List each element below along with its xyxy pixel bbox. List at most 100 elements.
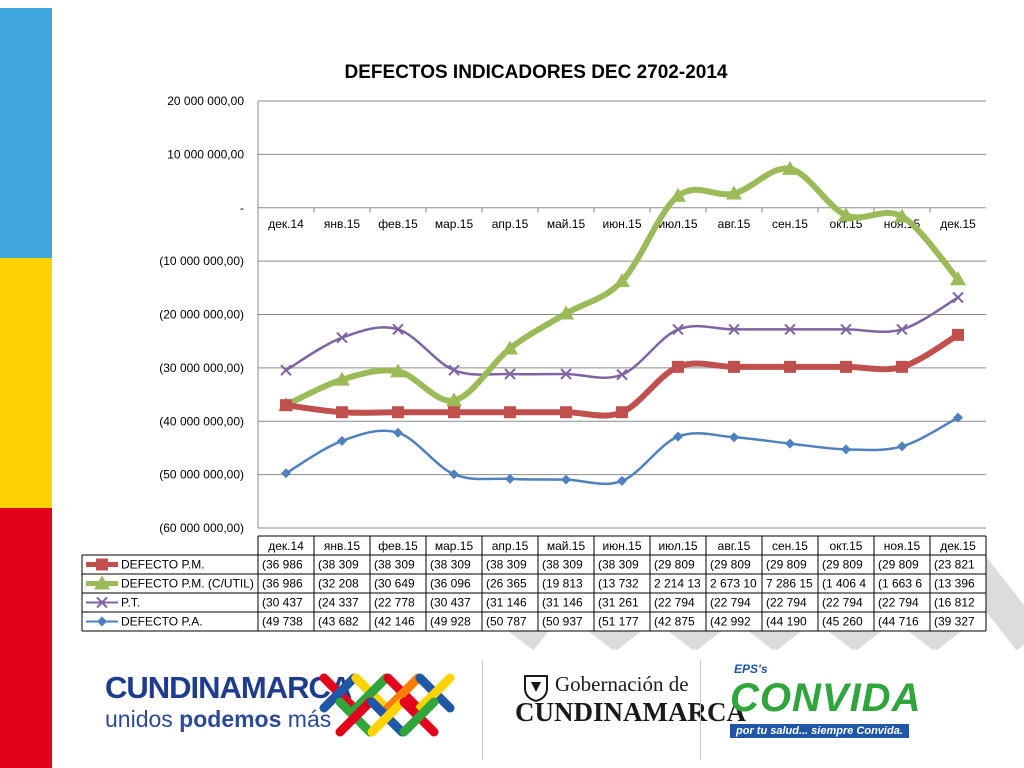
table-cell: (32 208 [318, 577, 359, 591]
table-cell: (31 261 [598, 596, 639, 610]
table-cell: (38 309 [486, 558, 527, 572]
y-tick-label: 20 000 000,00 [167, 94, 244, 108]
table-header-cell: ноя.15 [884, 539, 921, 553]
x-tick-label: дек.15 [940, 217, 976, 231]
y-tick-label: (30 000 000,00) [159, 361, 244, 375]
slogan-word-2: podemos [179, 706, 282, 732]
table-cell: 2 673 10 [710, 577, 757, 591]
table-cell: (13 732 [598, 577, 639, 591]
x-tick-label: сен.15 [772, 217, 808, 231]
data-point [897, 441, 907, 452]
y-tick-label: (50 000 000,00) [159, 468, 244, 482]
data-point [896, 360, 908, 373]
data-point [337, 435, 347, 446]
table-cell: (50 937 [542, 615, 583, 629]
x-tick-label: дек.14 [268, 217, 304, 231]
table-cell: (38 309 [374, 558, 415, 572]
data-point [840, 360, 852, 373]
data-point [729, 432, 739, 443]
table-cell: (19 813 [542, 577, 583, 591]
table-cell: 7 286 15 [766, 577, 813, 591]
cundinamarca-wordmark: CUNDINAMARCA [105, 670, 352, 705]
x-tick-label: май.15 [547, 217, 586, 231]
table-cell: (26 365 [486, 577, 527, 591]
convida-wordmark: CONVIDA [730, 676, 922, 720]
table-cell: (1 663 6 [878, 577, 922, 591]
table-cell: (16 812 [934, 596, 975, 610]
series-markers [278, 160, 966, 486]
legend-key-marker [96, 596, 108, 609]
table-header-cell: дек.14 [268, 539, 304, 553]
colorful-x-pattern-logo [319, 673, 455, 737]
table-cell: 2 214 13 [654, 577, 701, 591]
data-point [673, 431, 683, 442]
table-cell: (42 992 [710, 615, 751, 629]
slogan-word-1: unidos [105, 706, 173, 732]
table-header-cell: дек.15 [940, 539, 976, 553]
table-cell: (22 794 [766, 596, 807, 610]
legend-label: DEFECTO P.A. [121, 615, 203, 629]
gobernacion-line-2: CUNDINAMARCA [515, 697, 746, 727]
legend-key-marker [94, 575, 110, 590]
table-cell: (22 794 [654, 596, 695, 610]
data-point [616, 406, 628, 419]
table-cell: (36 986 [262, 558, 303, 572]
x-tick-label: мар.15 [435, 217, 474, 231]
data-point [336, 331, 348, 344]
data-point [670, 187, 686, 202]
data-point [726, 185, 742, 200]
x-tick-label: апр.15 [492, 217, 529, 231]
y-tick-label: 10 000 000,00 [167, 147, 244, 161]
data-point [672, 323, 684, 336]
data-point [558, 305, 574, 320]
table-cell: (38 309 [430, 558, 471, 572]
data-point [392, 406, 404, 419]
data-point [393, 427, 403, 438]
table-background [82, 536, 986, 631]
table-cell: (29 809 [710, 558, 751, 572]
y-tick-label: - [240, 201, 244, 215]
data-point [449, 469, 459, 480]
data-point [336, 406, 348, 419]
data-point [504, 406, 516, 419]
table-cell: (29 809 [766, 558, 807, 572]
data-point [561, 474, 571, 485]
eps-label: EPS's [734, 662, 768, 676]
convida-tagline: por tu salud... siempre Convida. [730, 724, 909, 738]
y-tick-label: (60 000 000,00) [159, 521, 244, 535]
data-point [617, 475, 627, 486]
data-point [390, 363, 406, 378]
logo-divider [482, 660, 483, 760]
data-point [784, 323, 796, 336]
data-point [784, 360, 796, 373]
data-point [840, 323, 852, 336]
data-point [894, 208, 910, 223]
convida-logo: EPS's CONVIDA por tu salud... siempre Co… [730, 662, 921, 739]
data-point [841, 444, 851, 455]
table-cell: (49 738 [262, 615, 303, 629]
data-point [334, 371, 350, 386]
y-tick-label: (10 000 000,00) [159, 254, 244, 268]
x-tick-label: фев.15 [378, 217, 418, 231]
legend-label: DEFECTO P.M. (C/UTIL) [121, 577, 254, 591]
table-cell: (29 809 [878, 558, 919, 572]
data-point [504, 368, 516, 380]
table-cell: (29 809 [654, 558, 695, 572]
x-tick-label: июн.15 [602, 217, 641, 231]
data-point [280, 364, 292, 376]
data-point [281, 468, 291, 479]
table-cell: (38 309 [318, 558, 359, 572]
table-cell: (30 437 [430, 596, 471, 610]
chart-grid [257, 100, 986, 529]
chart-title: DEFECTOS INDICADORES DEC 2702-2014 [345, 62, 728, 83]
table-cell: (1 406 4 [822, 577, 866, 591]
table-cell: (31 146 [542, 596, 583, 610]
table-cell: (44 716 [878, 615, 919, 629]
data-point [728, 323, 740, 336]
table-header-cell: апр.15 [492, 539, 529, 553]
table-cell: (29 809 [822, 558, 863, 572]
data-point [785, 438, 795, 449]
y-axis-tick-labels: 20 000 000,00 10 000 000,00 - (10 000 000,0… [159, 94, 244, 535]
data-point [614, 273, 630, 288]
table-cell: (24 337 [318, 596, 359, 610]
